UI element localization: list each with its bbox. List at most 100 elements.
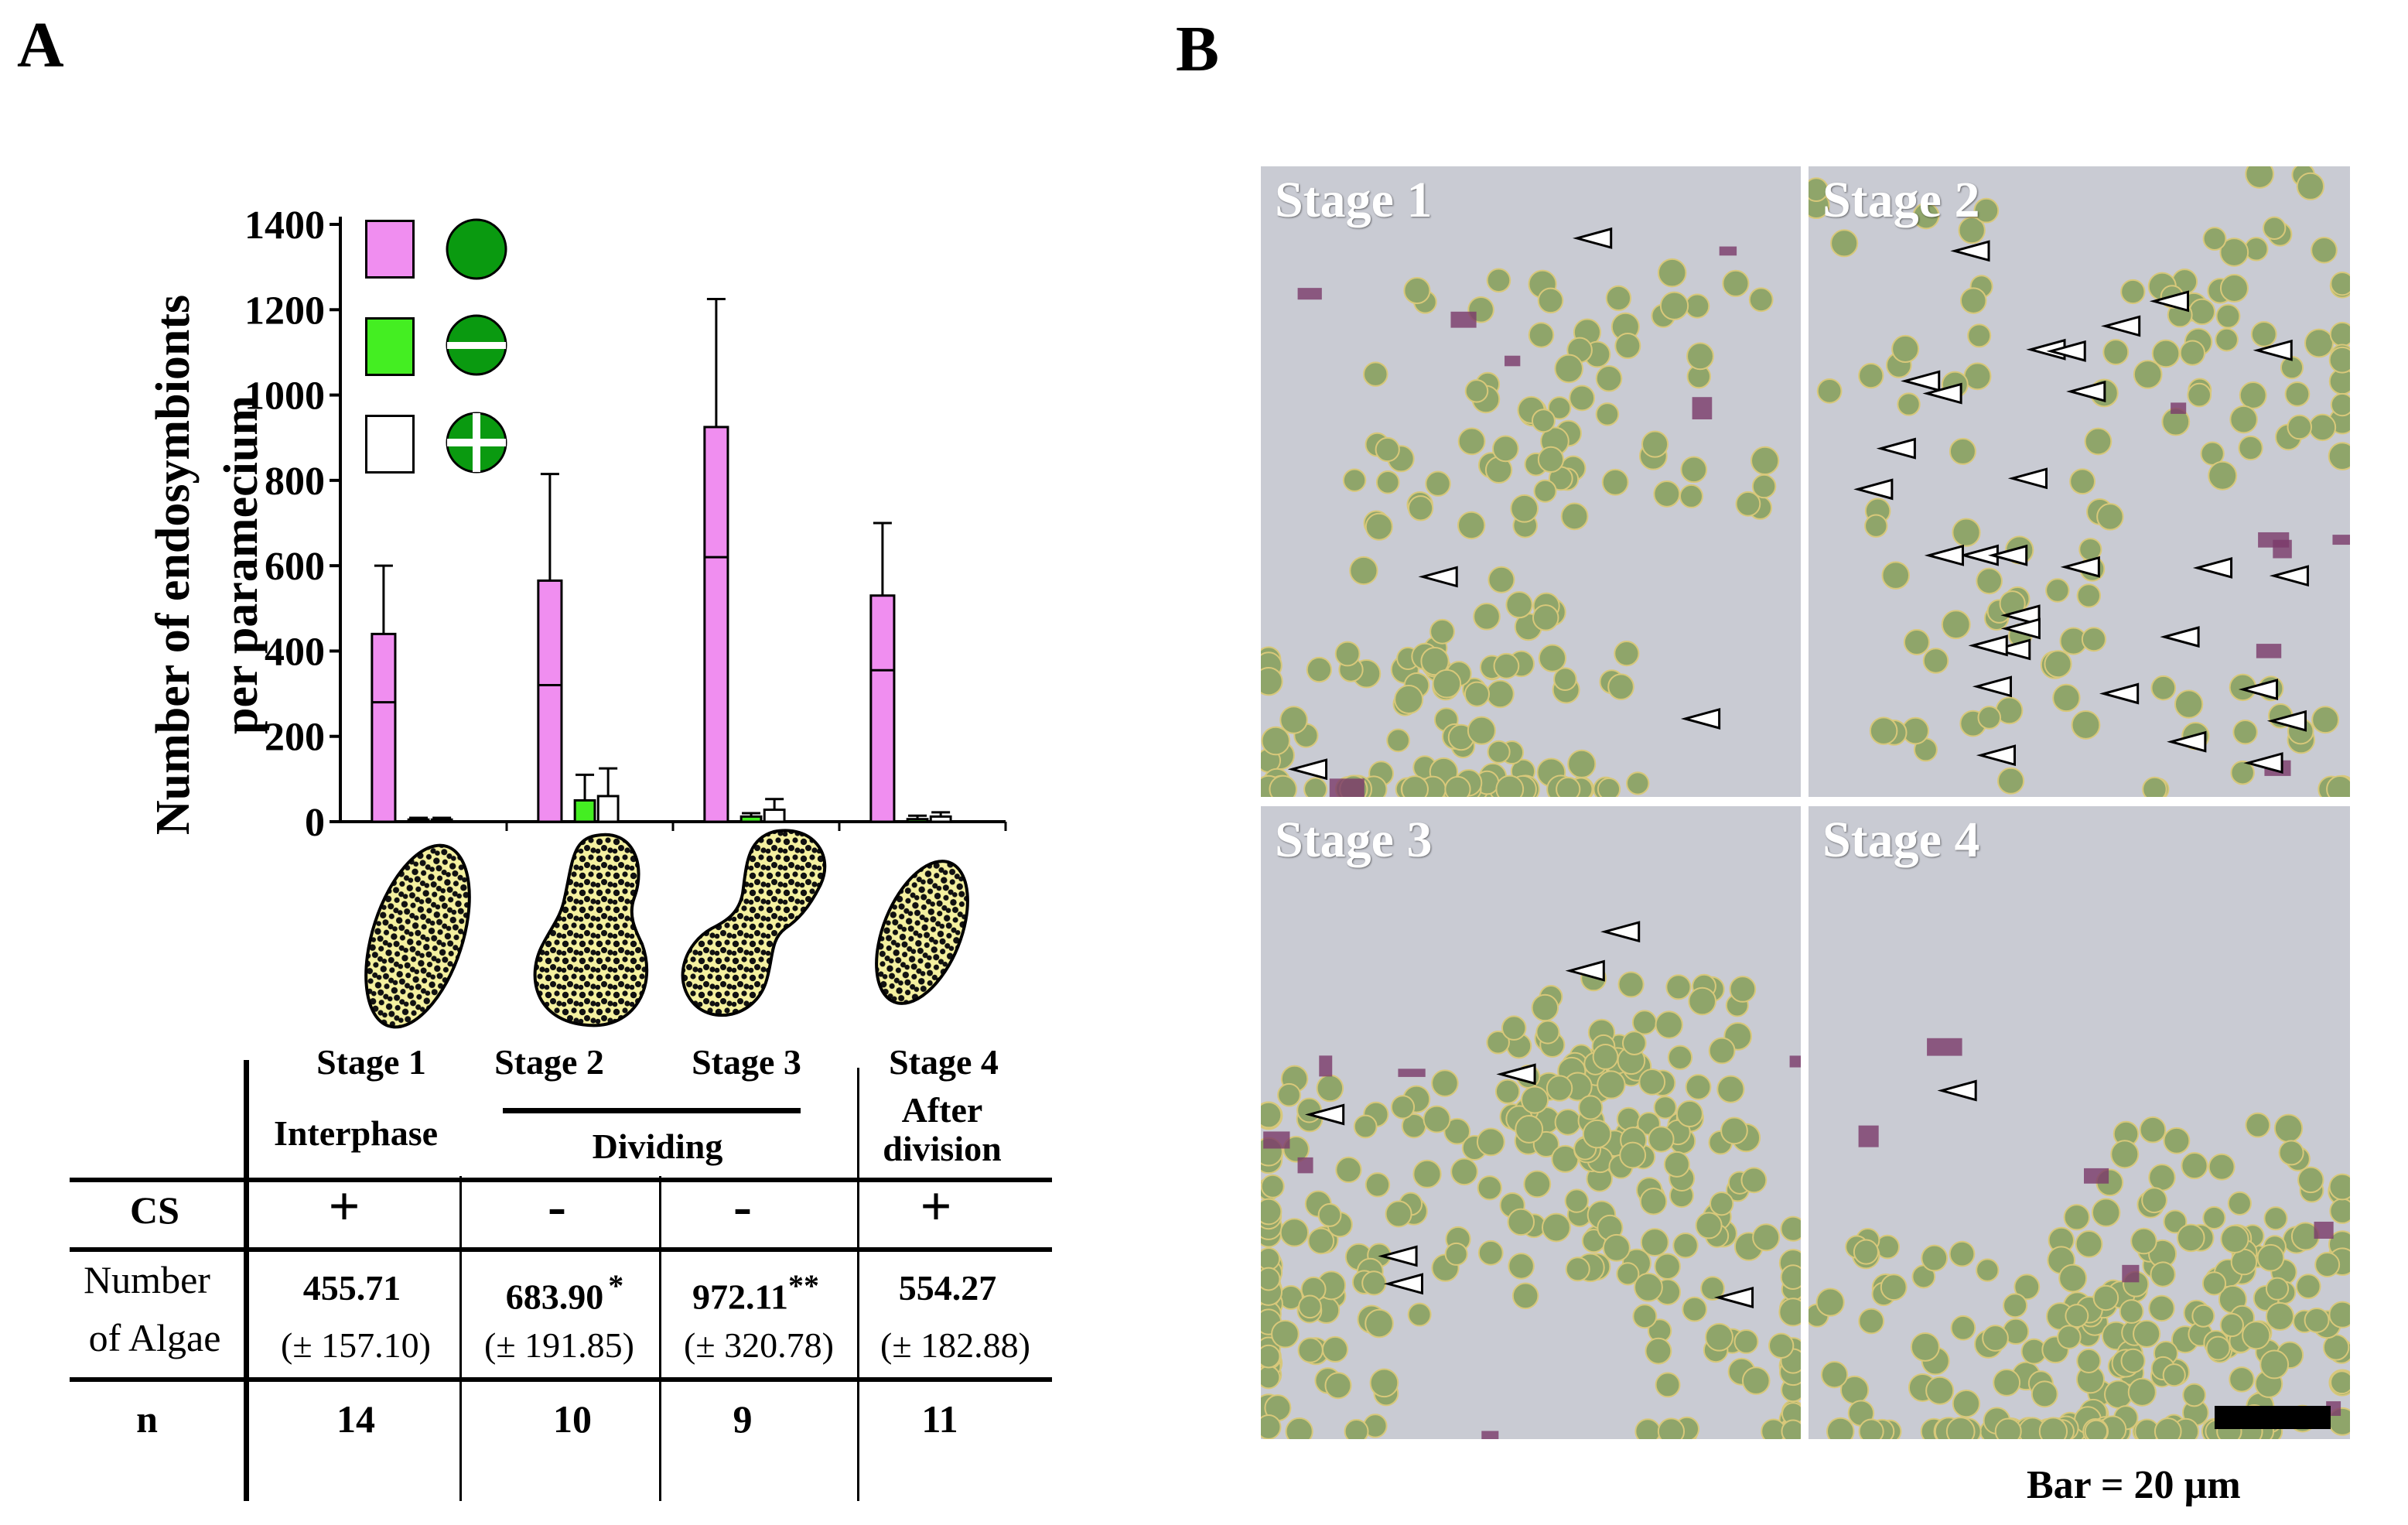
- row-label-cs: CS: [130, 1188, 179, 1232]
- arrowhead-marker: [1287, 758, 1328, 781]
- algae-mean-value: 683.90: [505, 1277, 604, 1317]
- paramecium-drawings: [364, 829, 969, 1029]
- algae-mean-stage-3: 972.11**: [667, 1267, 845, 1317]
- paramecium-stage-3: [681, 829, 827, 1017]
- arrowhead-marker: [1565, 959, 1605, 982]
- y-tick-label: 1200: [244, 289, 325, 333]
- algae-sd-stage-1: (± 157.10): [281, 1325, 431, 1365]
- arrowhead-marker: [2269, 565, 2309, 587]
- micrograph-stage-2-image: [1809, 166, 2350, 797]
- micrograph-stage-1: Stage 1: [1261, 166, 1801, 797]
- algae-sd-stage-2: (± 191.85): [484, 1325, 634, 1365]
- table-phase-after-division: After division: [883, 1090, 1002, 1168]
- dividing-bracket-line: [503, 1108, 801, 1113]
- table-hline-1: [70, 1178, 1052, 1182]
- arrowhead-marker: [1418, 566, 1458, 588]
- arrowhead-marker: [2243, 752, 2283, 774]
- paramecium-stage-2: [533, 833, 649, 1027]
- table-phase-interphase: Interphase: [273, 1113, 439, 1153]
- arrowhead-marker: [2149, 290, 2190, 313]
- cs-value-stage-3: -: [733, 1175, 752, 1237]
- n-value-stage-2: 10: [553, 1397, 592, 1441]
- table-vline-after-stage-3: [857, 1068, 859, 1501]
- algae-mean-value: 972.11: [692, 1277, 788, 1317]
- micrograph-stage-1-label: Stage 1: [1275, 172, 1433, 228]
- y-tick-label: 200: [265, 716, 325, 760]
- arrowhead-marker: [1496, 1063, 1536, 1086]
- table-vline-left: [244, 1060, 249, 1501]
- arrowhead-marker: [2099, 682, 2140, 705]
- bar: [573, 798, 596, 823]
- arrowhead-marker: [1922, 382, 1962, 405]
- algae-mean-value: 554.27: [898, 1268, 997, 1308]
- y-tick-label: 400: [265, 630, 325, 674]
- bar: [371, 632, 397, 823]
- arrowhead-marker: [2192, 557, 2233, 579]
- bar: [596, 795, 620, 823]
- micrograph-stage-3: Stage 3: [1261, 806, 1801, 1439]
- algae-mean-stage-4: 554.27: [859, 1267, 1037, 1308]
- table-hline-2: [70, 1247, 1052, 1252]
- y-tick-label: 600: [265, 545, 325, 589]
- algae-mean-stage-1: 455.71: [263, 1267, 441, 1308]
- arrowhead-marker: [2066, 381, 2106, 402]
- arrowhead-marker: [2046, 340, 2086, 362]
- n-value-stage-3: 9: [733, 1397, 753, 1441]
- arrowhead-marker: [2100, 315, 2141, 337]
- green-circle-plus-icon: [446, 412, 507, 474]
- algae-mean-stage-2: 683.90 *: [476, 1267, 654, 1317]
- table-phase-dividing: Dividing: [592, 1127, 723, 1166]
- arrowhead-marker: [1987, 544, 2028, 566]
- y-tick-label: 800: [265, 460, 325, 504]
- algae-sd-stage-3: (± 320.78): [684, 1325, 834, 1365]
- table-stage-4: Stage 4: [889, 1042, 999, 1082]
- table-stage-3: Stage 3: [692, 1042, 801, 1082]
- arrowhead-marker: [2060, 556, 2100, 578]
- arrowhead-marker: [1876, 437, 1916, 460]
- table-stage-1: Stage 1: [316, 1042, 426, 1082]
- micrograph-stage-4-label: Stage 4: [1822, 812, 1980, 868]
- micrograph-stage-3-image: [1261, 806, 1801, 1439]
- panel-b-letter: B: [1176, 13, 1220, 85]
- micrograph-stage-4-image: [1809, 806, 2350, 1439]
- stage-table: Stage 1 Stage 2 Stage 3 Stage 4 Interpha…: [0, 1021, 1083, 1501]
- arrowhead-marker: [1572, 227, 1613, 249]
- legend-circles: [446, 218, 507, 474]
- arrowhead-marker: [1901, 370, 1941, 392]
- arrowhead-marker: [1968, 634, 2008, 657]
- legend-square-3: [365, 415, 415, 474]
- algae-sd-stage-4: (± 182.88): [880, 1325, 1030, 1365]
- arrowhead-marker: [1853, 478, 1894, 501]
- y-tick-label: 0: [305, 801, 325, 845]
- arrowhead-marker: [2253, 339, 2293, 361]
- row-label-n: n: [136, 1397, 158, 1441]
- bar: [869, 594, 896, 823]
- micrograph-stage-2-label: Stage 2: [1822, 172, 1980, 228]
- solid-green-circle-icon: [446, 218, 507, 280]
- scale-bar: [2215, 1406, 2331, 1429]
- scale-bar-label: Bar = 20 µm: [2027, 1463, 2241, 1507]
- n-value-stage-1: 14: [336, 1397, 375, 1441]
- arrowhead-marker: [1924, 544, 1964, 566]
- algae-mean-value: 455.71: [302, 1268, 401, 1308]
- cs-value-stage-1: +: [328, 1175, 360, 1237]
- arrowhead-marker: [1383, 1273, 1423, 1295]
- arrowhead-marker: [2238, 679, 2279, 701]
- bar: [537, 579, 563, 823]
- table-stage-2: Stage 2: [494, 1042, 604, 1082]
- micrograph-stage-1-image: [1261, 166, 1801, 797]
- panel-a-letter: A: [17, 9, 64, 81]
- cs-value-stage-2: -: [548, 1175, 566, 1237]
- arrowhead-marker: [2000, 604, 2041, 627]
- significance-mark: *: [608, 1268, 624, 1303]
- row-label-algae-line1: Number: [84, 1258, 210, 1301]
- significance-mark: **: [787, 1268, 819, 1303]
- arrowhead-marker: [1600, 921, 1641, 943]
- arrowhead-marker: [1950, 240, 1990, 262]
- table-hline-3: [70, 1377, 1052, 1382]
- bar-chart: 0 200 400 600 800 1000 1200 1400: [244, 203, 1007, 845]
- arrowhead-marker: [1991, 638, 2031, 661]
- micrograph-grid: Stage 1 Stage 2 Stage 3 Stage 4: [1253, 162, 2352, 1447]
- arrowhead-marker: [2266, 710, 2307, 732]
- arrowhead-marker: [2007, 467, 2048, 490]
